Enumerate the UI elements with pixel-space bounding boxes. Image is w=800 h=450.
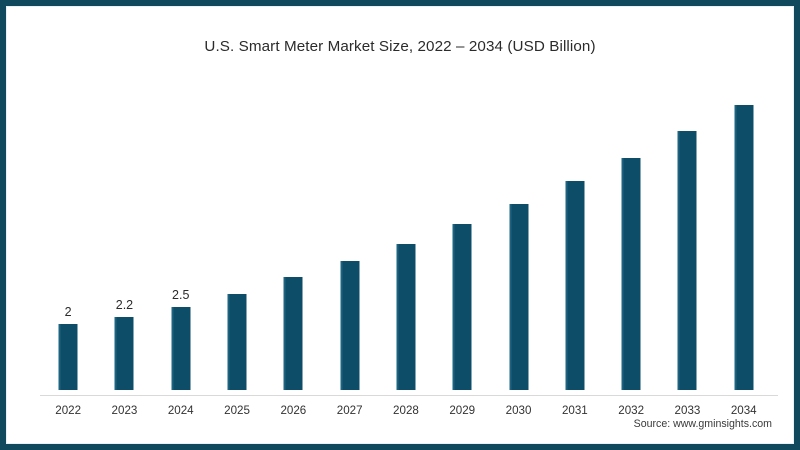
bar-2027[interactable] bbox=[340, 260, 360, 390]
x-axis-label-2025: 2025 bbox=[224, 404, 250, 417]
bar-slot: 2.2 bbox=[96, 90, 152, 390]
bar-slot bbox=[603, 90, 659, 390]
bar-2031[interactable] bbox=[565, 181, 585, 390]
x-axis-label-2024: 2024 bbox=[167, 404, 194, 417]
chart-title: U.S. Smart Meter Market Size, 2022 – 203… bbox=[204, 38, 596, 55]
bar-slot bbox=[547, 90, 603, 390]
bar-value-label-2022: 2 bbox=[64, 304, 72, 319]
x-axis-label-2027: 2027 bbox=[336, 404, 363, 417]
bar-2024[interactable] bbox=[171, 307, 191, 390]
bar-2034[interactable] bbox=[734, 104, 754, 390]
x-axis-label-2023: 2023 bbox=[111, 404, 138, 417]
x-axis-line bbox=[40, 395, 778, 396]
bar-slot bbox=[322, 90, 378, 390]
bar-2025[interactable] bbox=[227, 293, 247, 390]
plot-area: 2 2.2 2.5 bbox=[40, 90, 772, 390]
bar-2032[interactable] bbox=[621, 157, 641, 390]
x-axis-label-2022: 2022 bbox=[55, 404, 82, 417]
bar-2026[interactable] bbox=[283, 277, 303, 390]
bar-2033[interactable] bbox=[677, 131, 697, 390]
x-axis-label-2033: 2033 bbox=[674, 404, 701, 417]
bar-value-label-2024: 2.5 bbox=[172, 288, 190, 303]
bar-slot: 2 bbox=[40, 90, 96, 390]
bar-slot bbox=[378, 90, 434, 390]
x-axis-label-2030: 2030 bbox=[505, 404, 532, 417]
bar-slot: 2.5 bbox=[153, 90, 209, 390]
x-axis-label-2034: 2034 bbox=[730, 404, 757, 417]
bar-slot bbox=[209, 90, 265, 390]
bar-slot bbox=[716, 90, 772, 390]
x-axis-label-2029: 2029 bbox=[449, 404, 476, 417]
bar-2022[interactable] bbox=[58, 323, 78, 390]
bar-slot bbox=[265, 90, 321, 390]
bar-slot bbox=[659, 90, 715, 390]
bar-2030[interactable] bbox=[509, 204, 529, 390]
bar-value-label-2023: 2.2 bbox=[115, 298, 134, 313]
x-axis-label-2031: 2031 bbox=[561, 404, 588, 417]
bar-2029[interactable] bbox=[452, 224, 472, 390]
x-axis-label-2026: 2026 bbox=[280, 404, 307, 417]
bar-slot bbox=[434, 90, 490, 390]
bar-2023[interactable] bbox=[114, 317, 134, 390]
bar-2028[interactable] bbox=[396, 244, 416, 390]
bar-slot bbox=[490, 90, 546, 390]
x-axis-label-2028: 2028 bbox=[393, 404, 419, 417]
x-axis-label-2032: 2032 bbox=[618, 404, 645, 417]
source-attribution: Source: www.gminsights.com bbox=[633, 418, 772, 430]
